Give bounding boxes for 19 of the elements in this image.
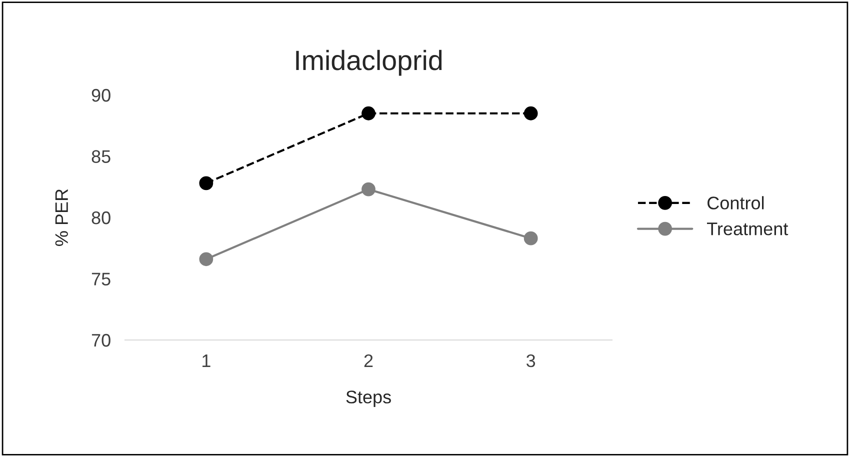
point (362, 106, 376, 120)
x-tick-label: 2 (364, 354, 373, 367)
x-tick-label: 1 (202, 354, 210, 367)
point (524, 231, 538, 246)
y-axis-title: % PER (55, 189, 68, 246)
point (524, 106, 538, 120)
y-tick-label: 90 (92, 88, 110, 102)
y-tick-label: 80 (92, 211, 110, 224)
point (199, 252, 214, 266)
legend-label: Control (708, 196, 764, 210)
chart-title: Imidacloprid (296, 50, 442, 76)
y-tick-label: 70 (92, 334, 110, 347)
point (199, 176, 214, 190)
x-tick-label: 3 (526, 354, 536, 368)
x-axis-title: Steps (346, 390, 391, 407)
legend-label: Treatment (707, 222, 788, 236)
point (362, 182, 376, 196)
y-tick-label: 85 (92, 150, 110, 163)
y-tick-label: 75 (92, 272, 110, 286)
